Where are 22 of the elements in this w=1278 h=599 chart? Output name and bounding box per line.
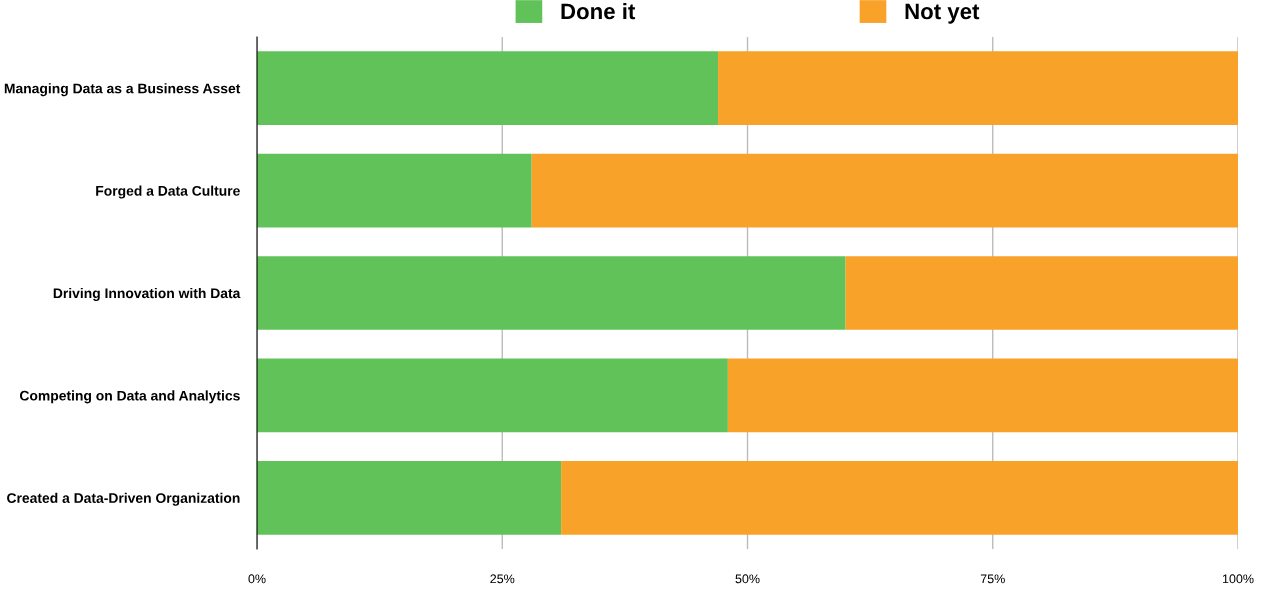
y-tick-label: Managing Data as a Business Asset — [4, 83, 241, 97]
bar — [257, 460, 562, 535]
x-tick-label: 50% — [735, 574, 760, 584]
bar — [257, 153, 532, 228]
y-tick-label: Driving Innovation with Data — [53, 287, 241, 301]
x-tick-label: 25% — [490, 574, 515, 584]
bar — [561, 460, 1238, 535]
bar — [531, 153, 1238, 228]
bar — [845, 256, 1238, 330]
bar — [718, 51, 1238, 126]
x-tick-label: 0% — [248, 574, 266, 584]
legend-label: Not yet — [905, 3, 980, 24]
y-tick-label: Competing on Data and Analytics — [19, 390, 240, 404]
bar — [257, 51, 719, 126]
bar — [257, 358, 728, 433]
x-tick-label: 100% — [1222, 574, 1254, 584]
x-tick-label: 75% — [980, 574, 1005, 584]
bar — [257, 256, 846, 330]
y-tick-label: Forged a Data Culture — [96, 185, 240, 199]
y-tick-label: Created a Data-Driven Organization — [7, 492, 240, 506]
legend-label: Done it — [561, 2, 636, 20]
bar — [727, 358, 1238, 433]
